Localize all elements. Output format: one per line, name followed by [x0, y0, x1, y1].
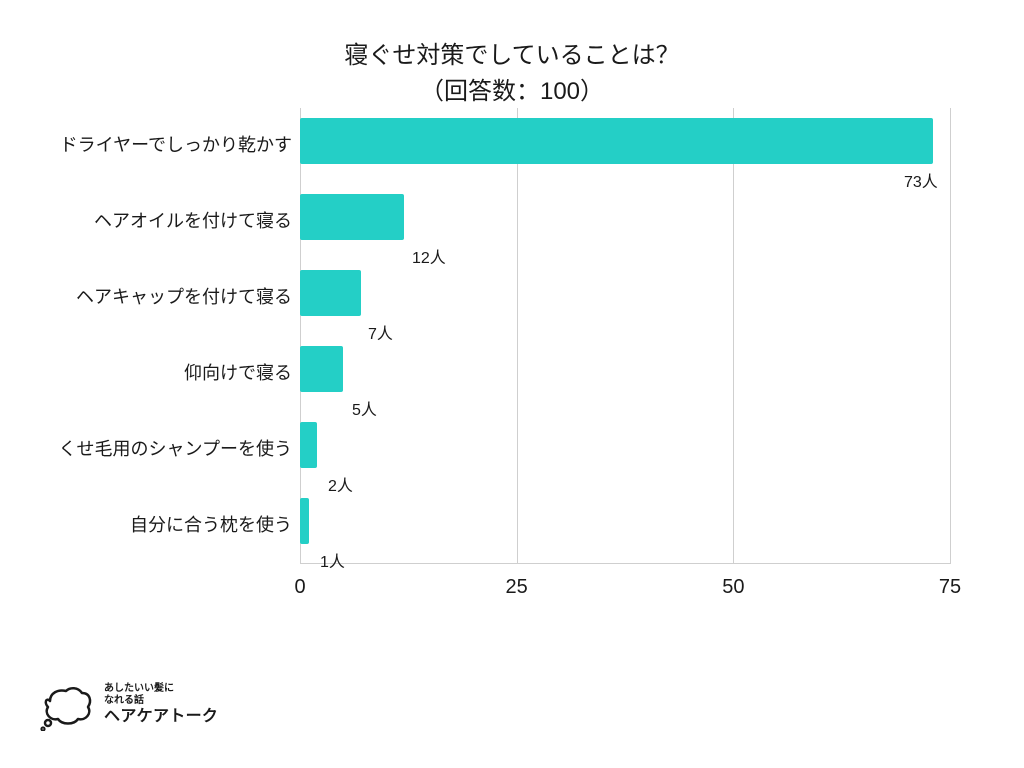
- plot-area: 73人 12人 7人 5人 2人 1人: [300, 108, 950, 564]
- value-label: 12人: [412, 244, 446, 268]
- category-label: くせ毛用のシャンプーを使う: [59, 435, 292, 461]
- category-label: ヘアキャップを付けて寝る: [76, 283, 292, 309]
- value-label: 7人: [368, 320, 393, 344]
- category-label: ヘアオイルを付けて寝る: [94, 207, 292, 233]
- x-tick: 0: [294, 576, 305, 599]
- x-axis-ticks: 0 25 50 75: [300, 576, 950, 616]
- x-tick: 75: [939, 576, 961, 599]
- y-axis-labels: ドライヤーでしっかり乾かす ヘアオイルを付けて寝る ヘアキャップを付けて寝る 仰…: [0, 108, 300, 564]
- value-label: 1人: [320, 548, 345, 572]
- title-line-1: 寝ぐせ対策でしていることは？: [0, 38, 1024, 74]
- title-line-2: （回答数：100）: [0, 74, 1024, 110]
- x-tick: 50: [722, 576, 744, 599]
- logo-subtext-line2: なれる話: [104, 695, 218, 707]
- value-label: 73人: [904, 168, 938, 192]
- x-tick: 25: [506, 576, 528, 599]
- value-label: 2人: [328, 472, 353, 496]
- bar: [300, 422, 317, 468]
- chart-area: ドライヤーでしっかり乾かす ヘアオイルを付けて寝る ヘアキャップを付けて寝る 仰…: [0, 108, 1024, 638]
- logo-subtext-line1: あしたいい髪に: [104, 683, 218, 695]
- chart-title: 寝ぐせ対策でしていることは？ （回答数：100）: [0, 0, 1024, 110]
- chart-page: 寝ぐせ対策でしていることは？ （回答数：100） ドライヤーでしっかり乾かす ヘ…: [0, 0, 1024, 768]
- category-label: 仰向けで寝る: [184, 359, 292, 385]
- value-label: 5人: [352, 396, 377, 420]
- x-axis-line: [300, 563, 950, 564]
- bar: [300, 346, 343, 392]
- grid-line: [733, 108, 734, 564]
- brand-logo: あしたいい髪に なれる話 ヘアケアトーク: [40, 683, 218, 736]
- logo-maintext: ヘアケアトーク: [104, 707, 218, 726]
- speech-bubble-icon: [40, 683, 96, 736]
- category-label: 自分に合う枕を使う: [130, 511, 292, 537]
- bar: [300, 118, 933, 164]
- bar: [300, 270, 361, 316]
- category-label: ドライヤーでしっかり乾かす: [60, 131, 292, 157]
- bar: [300, 498, 309, 544]
- grid-line: [517, 108, 518, 564]
- logo-text: あしたいい髪に なれる話 ヘアケアトーク: [104, 683, 218, 726]
- grid-line: [300, 108, 301, 564]
- grid-line: [950, 108, 951, 564]
- bar: [300, 194, 404, 240]
